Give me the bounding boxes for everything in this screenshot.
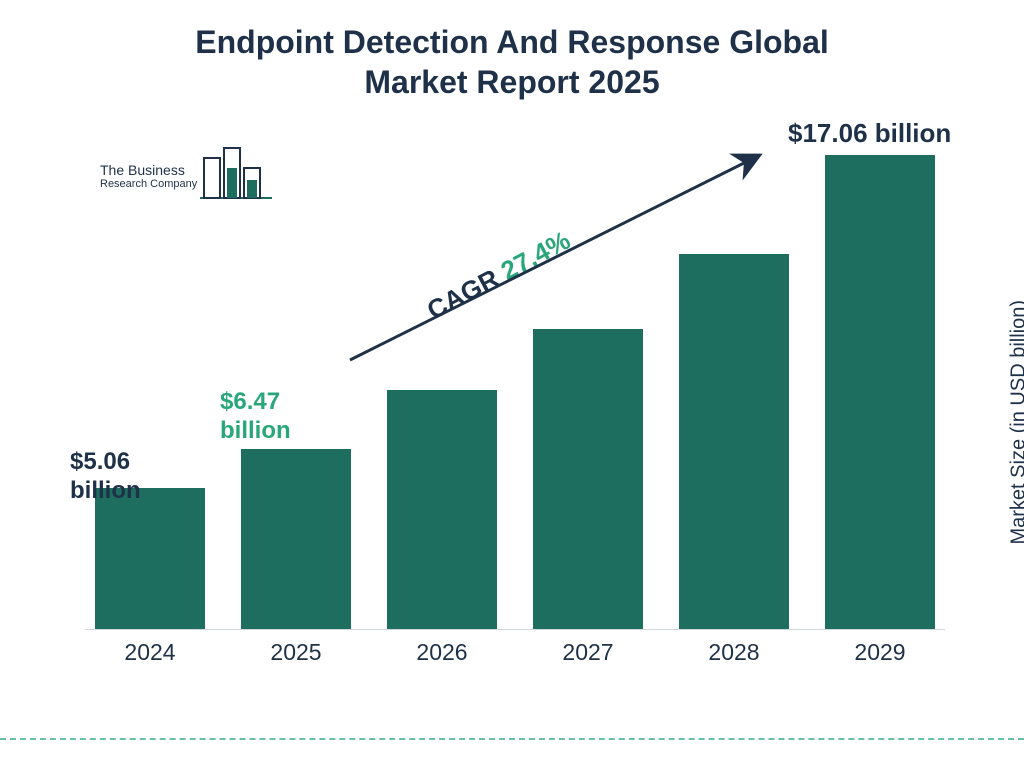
bar-2025 [241,449,351,629]
callout-2: $17.06 billion [788,118,951,149]
chart-title: Endpoint Detection And Response Global M… [0,22,1024,102]
bar-2027 [533,329,643,629]
x-label-2028: 2028 [679,639,789,666]
x-label-2024: 2024 [95,639,205,666]
plot-region [85,130,945,630]
chart-title-line2: Market Report 2025 [0,62,1024,102]
x-label-2029: 2029 [825,639,935,666]
bar-2028 [679,254,789,629]
x-label-2027: 2027 [533,639,643,666]
x-label-2025: 2025 [241,639,351,666]
chart-title-line1: Endpoint Detection And Response Global [0,22,1024,62]
y-axis-label: Market Size (in USD billion) [1008,300,1024,545]
bar-2026 [387,390,497,629]
bottom-dashed-divider [0,738,1024,740]
bar-2024 [95,488,205,629]
callout-1: $6.47billion [220,388,291,446]
callout-0: $5.06billion [70,448,141,506]
chart-area: 2024 2025 2026 2027 2028 2029 [85,130,945,670]
bar-2029 [825,155,935,629]
x-label-2026: 2026 [387,639,497,666]
